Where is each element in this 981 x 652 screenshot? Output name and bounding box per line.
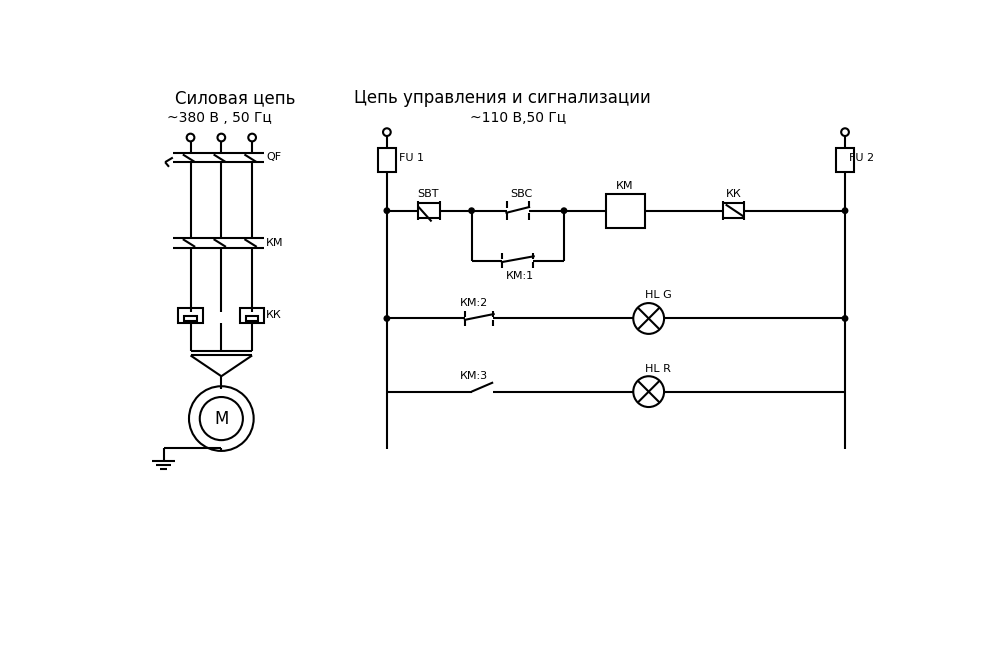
Bar <box>606 194 645 228</box>
Bar <box>179 308 203 323</box>
Text: ~110 В,50 Гц: ~110 В,50 Гц <box>470 111 566 125</box>
Text: FU 1: FU 1 <box>399 153 424 163</box>
Text: КМ:1: КМ:1 <box>506 271 535 281</box>
Text: КК: КК <box>266 310 282 320</box>
Text: FU 2: FU 2 <box>849 153 874 163</box>
Bar <box>184 316 196 321</box>
Circle shape <box>843 316 848 321</box>
Text: КМ:2: КМ:2 <box>460 298 489 308</box>
Text: SBT: SBT <box>417 188 439 199</box>
Circle shape <box>385 316 389 321</box>
Circle shape <box>186 134 194 141</box>
Text: ~380 В , 50 Гц: ~380 В , 50 Гц <box>168 111 272 125</box>
Circle shape <box>218 134 226 141</box>
Circle shape <box>200 397 243 440</box>
Circle shape <box>248 134 256 141</box>
Text: SBC: SBC <box>510 188 533 199</box>
Text: КМ:3: КМ:3 <box>460 371 489 381</box>
Circle shape <box>634 376 664 407</box>
Circle shape <box>469 208 474 213</box>
Text: HL R: HL R <box>645 364 671 374</box>
Bar <box>378 147 396 172</box>
Text: Цепь управления и сигнализации: Цепь управления и сигнализации <box>354 89 650 107</box>
Circle shape <box>843 208 848 213</box>
Text: QF: QF <box>266 152 282 162</box>
Text: КМ: КМ <box>266 238 284 248</box>
Circle shape <box>383 128 390 136</box>
Bar <box>246 316 258 321</box>
Bar <box>239 308 265 323</box>
Text: М: М <box>214 409 229 428</box>
Circle shape <box>634 303 664 334</box>
Bar <box>836 147 854 172</box>
Circle shape <box>841 128 849 136</box>
Text: Силовая цепь: Силовая цепь <box>176 89 295 107</box>
Text: КК: КК <box>726 188 742 199</box>
Circle shape <box>385 208 389 213</box>
Text: HL G: HL G <box>645 290 672 301</box>
Circle shape <box>561 208 567 213</box>
Text: КМ: КМ <box>616 181 634 191</box>
Circle shape <box>189 386 254 451</box>
